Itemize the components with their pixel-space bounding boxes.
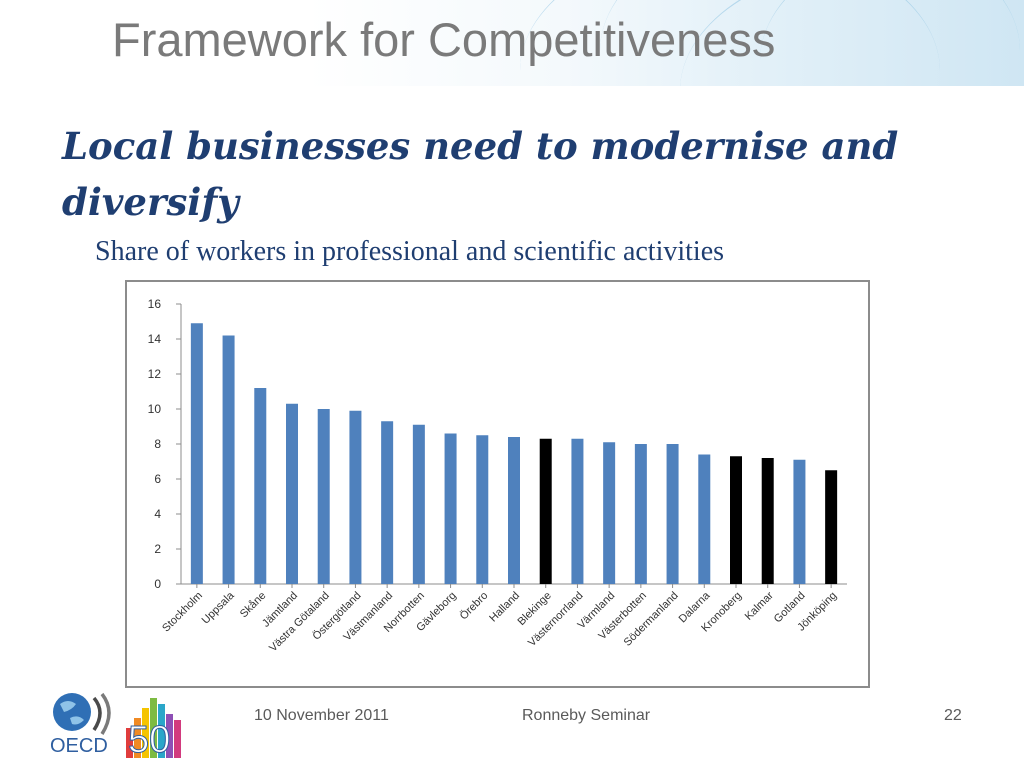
bar [222,335,235,584]
x-tick-label: Stockholm [160,590,205,635]
logo-anniversary-number: 50 [128,719,170,760]
header-band [0,0,1024,86]
header-swoosh [760,0,1024,86]
x-tick-label: Uppsala [200,589,238,627]
bar [412,424,425,584]
bar [666,444,679,584]
bar [698,454,711,584]
bar [634,444,647,584]
y-tick-label: 4 [154,507,161,521]
footer-date: 10 November 2011 [254,707,389,724]
y-tick-label: 12 [148,367,162,381]
x-tick-label: Kalmar [743,589,776,622]
page-number: 22 [944,707,962,724]
bar [539,438,552,584]
bar [571,438,584,584]
y-tick-label: 2 [154,542,161,556]
chart-frame: 0 2 4 6 8 10 12 14 16 Stockholm Uppsala Skåne Jämtla… [125,280,870,688]
logo-wordmark: OECD [50,735,108,757]
y-tick-label: 16 [148,297,162,311]
chart-caption: Share of workers in professional and sci… [95,236,725,267]
y-tick-label: 0 [154,577,161,591]
x-tick-label: Skåne [238,590,269,621]
y-tick-label: 8 [154,437,161,451]
footer-event: Ronneby Seminar [522,707,651,724]
bar [444,433,457,584]
x-tick-label: Örebro [458,590,491,623]
bar [286,403,298,584]
y-tick-label: 10 [148,402,162,416]
bar [317,409,330,584]
bar [476,435,489,584]
bar [381,421,394,584]
bar [730,456,742,584]
globe-icon [53,693,91,731]
bar [825,470,838,584]
bar [254,388,267,584]
y-tick-label: 6 [154,472,161,486]
oecd-50-logo: OECD 50 [50,690,195,762]
bar [603,442,616,584]
bar [508,437,520,584]
x-tick-label: Västernorrland [526,590,586,650]
slide-subtitle: Local businesses need to modernise and d… [62,124,899,224]
y-tick-label: 14 [148,332,162,346]
bar [793,459,806,584]
bar [190,323,203,584]
bar [761,458,774,584]
bar [349,410,362,584]
slide-title: Framework for Competitiveness [112,13,776,66]
